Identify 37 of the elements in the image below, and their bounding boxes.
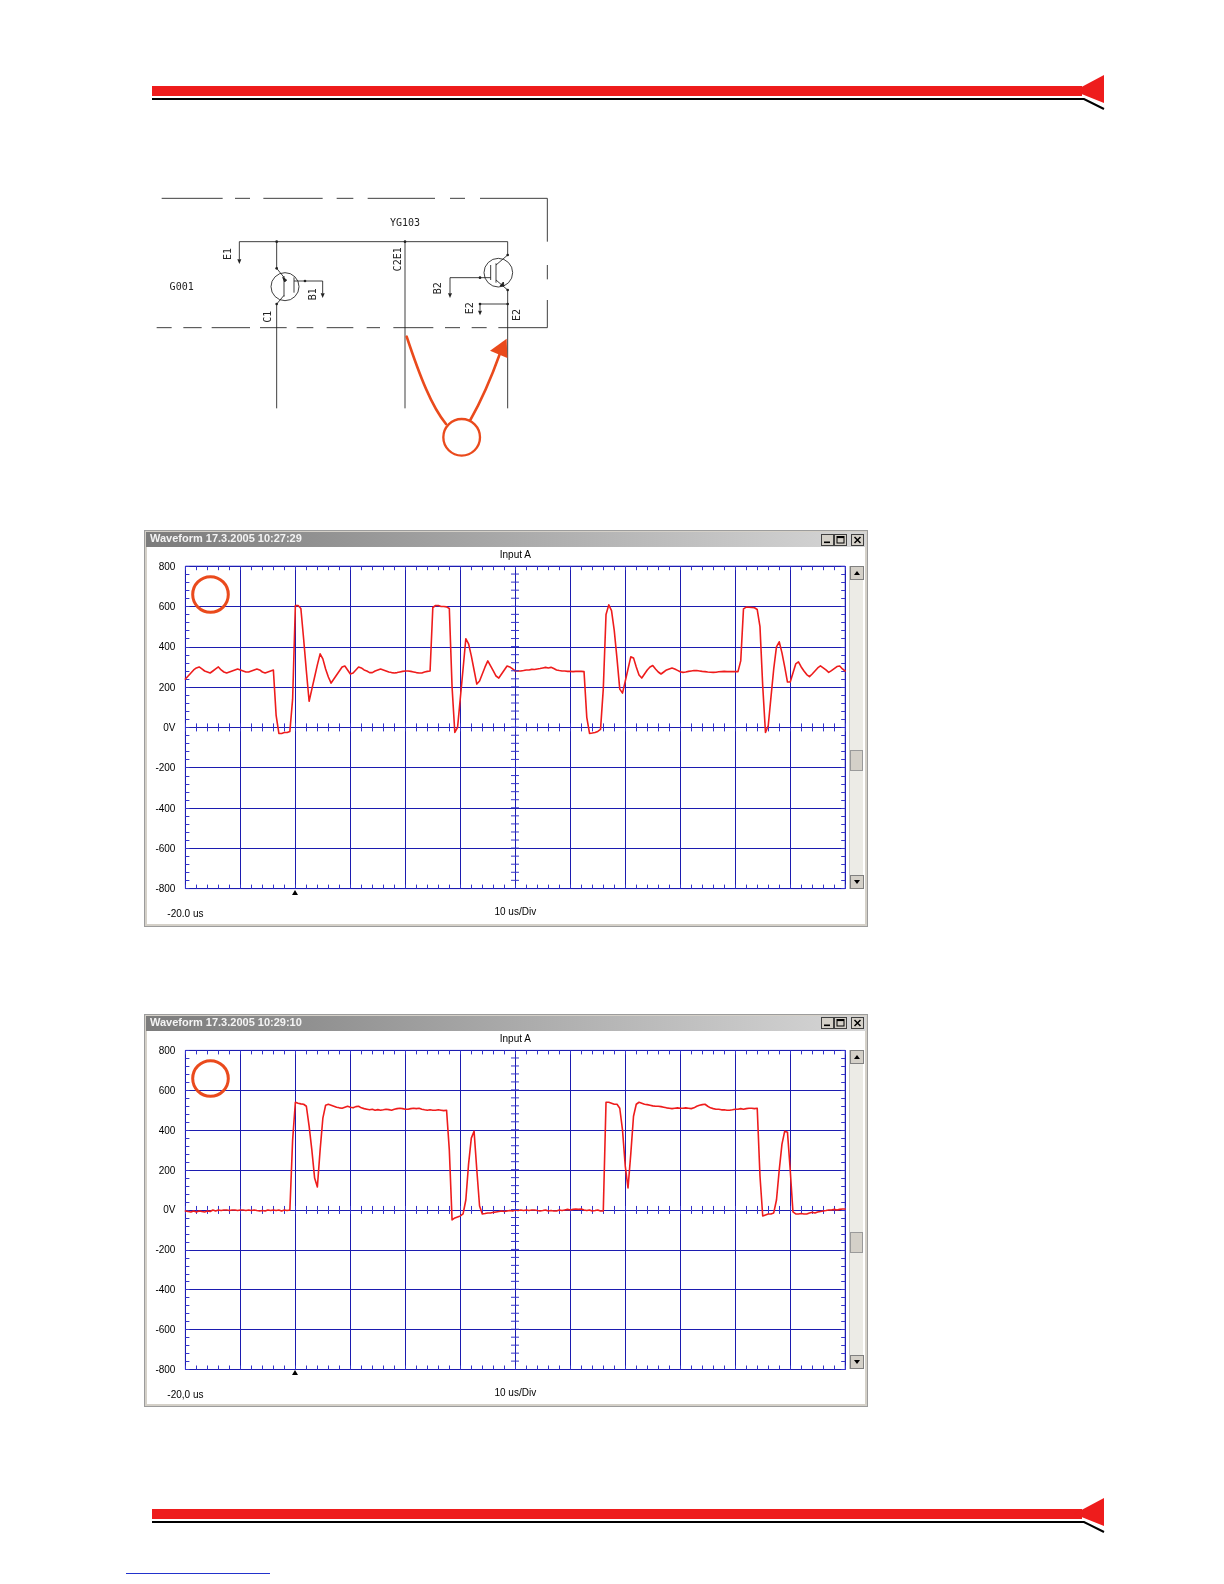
line-series (184, 604, 846, 735)
text: G001 (169, 280, 194, 292)
y-tick-label: -800 (155, 883, 176, 895)
y-tick-label: 600 (158, 601, 176, 612)
y-tick-label: 400 (158, 1124, 176, 1136)
y-tick-label: 400 (158, 641, 176, 653)
text: C2E1 (391, 247, 403, 272)
text: B1 (307, 288, 319, 301)
text: E1 (221, 247, 233, 261)
text: B2 (432, 282, 444, 295)
y-tick-label: 0V (163, 721, 176, 733)
y-tick-label: 0V (163, 1203, 176, 1215)
text: E2 (510, 308, 522, 322)
x-axis-title: 10 us/Div (494, 906, 537, 918)
text: YG103 (389, 216, 421, 228)
y-tick-label: -600 (155, 842, 176, 854)
y-tick-label: -200 (155, 762, 176, 774)
y-tick-label: -200 (155, 1243, 176, 1255)
y-tick-label: 600 (158, 1084, 176, 1096)
y-tick-label: -400 (155, 802, 176, 814)
y-tick-label: 200 (158, 1164, 176, 1176)
chart-title: Waveform 17.3.2005 10:29:10 (150, 1015, 302, 1027)
x-axis-title: 10 us/Div (494, 1386, 537, 1398)
text: E2 (463, 302, 475, 315)
y-tick-label: 800 (158, 1044, 176, 1056)
text: -20.0 us (167, 908, 204, 920)
y-tick-label: -600 (155, 1323, 176, 1335)
chart-title: Waveform 17.3.2005 10:27:29 (150, 531, 302, 544)
y-tick-label: -400 (155, 1283, 176, 1295)
chart-subtitle: Input A (499, 548, 532, 560)
line-series (184, 1100, 846, 1221)
y-tick-label: -800 (155, 1363, 176, 1375)
chart-subtitle: Input A (499, 1032, 532, 1043)
y-tick-label: 800 (158, 560, 176, 572)
y-tick-label: 200 (158, 681, 176, 693)
text: C1 (262, 310, 274, 323)
text: -20,0 us (167, 1388, 204, 1400)
